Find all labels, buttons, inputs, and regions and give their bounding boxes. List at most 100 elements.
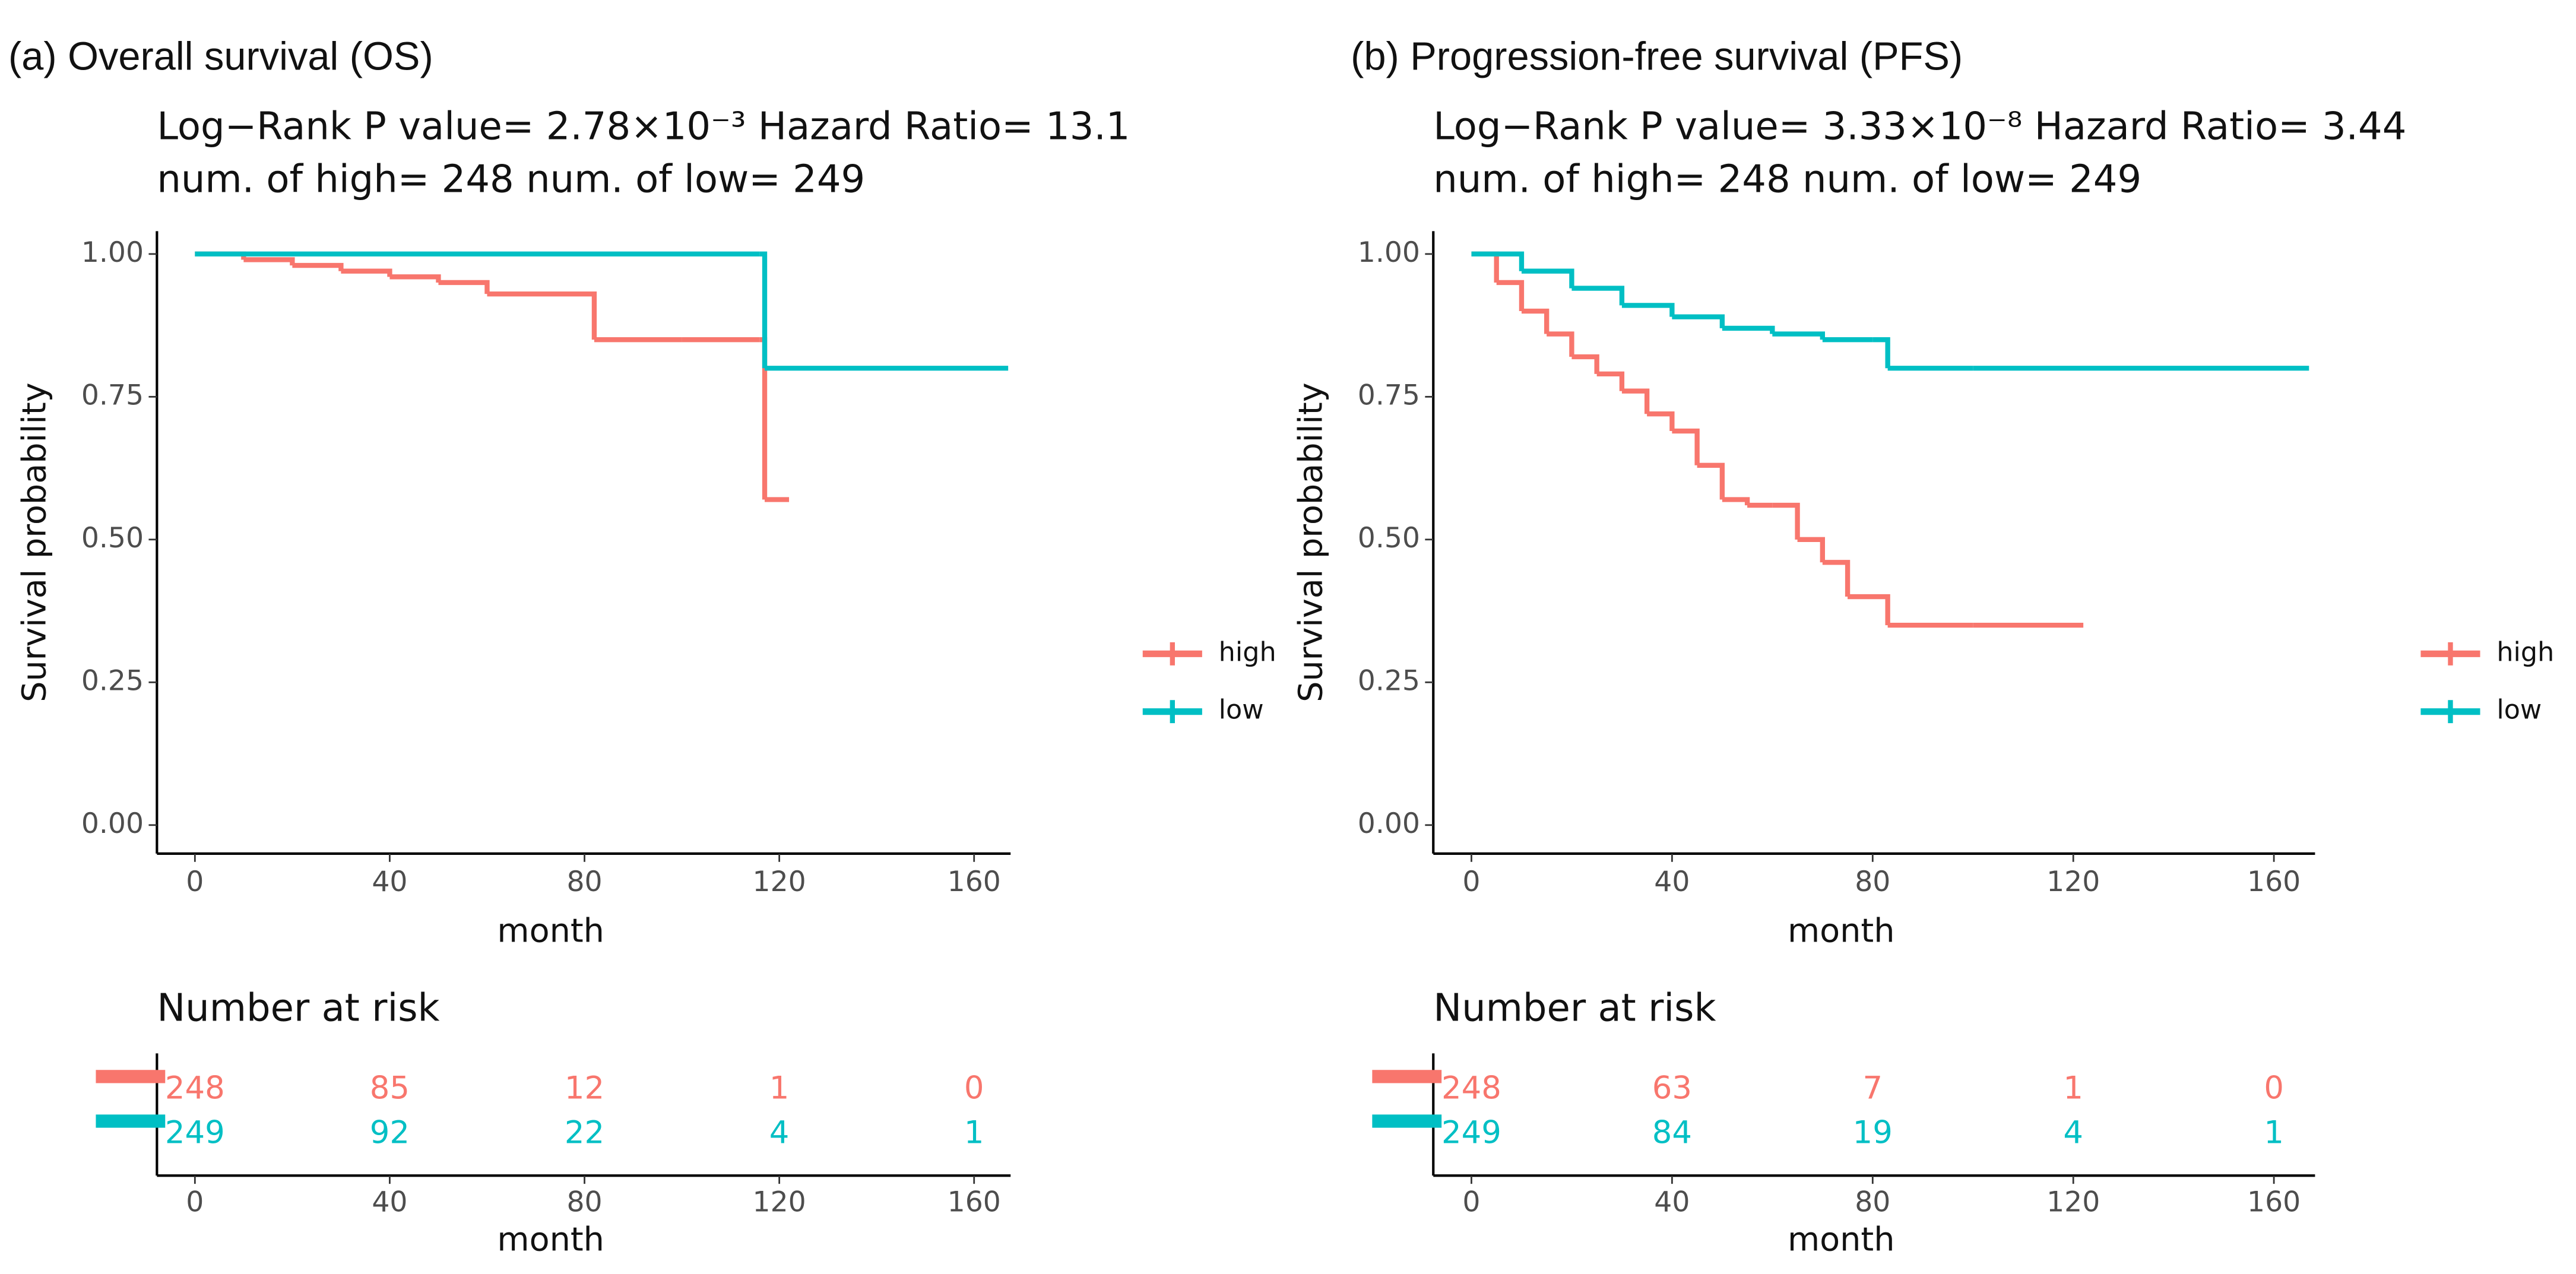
- survival-step: [1647, 411, 1675, 432]
- subtitle: num. of high= 248 num. of low= 249: [157, 158, 865, 202]
- subtitle: Log−Rank P value= 3.33×10⁻⁸ Hazard Ratio…: [1433, 105, 2406, 149]
- risk-count: 85: [370, 1070, 410, 1106]
- survival-step: [1621, 388, 1650, 414]
- x-tick-label: 0: [186, 866, 204, 898]
- survival-step: [1521, 308, 1550, 334]
- risk-count: 92: [370, 1114, 410, 1151]
- x-tick-label: 40: [1654, 866, 1690, 898]
- risk-x-tick-label: 40: [1654, 1186, 1690, 1219]
- y-axis-label: Survival probability: [1291, 382, 1330, 702]
- risk-x-axis-label: month: [497, 1221, 604, 1259]
- panel: (a) Overall survival (OS) Log−Rank P valu…: [8, 35, 1276, 1259]
- risk-count: 1: [2063, 1070, 2083, 1106]
- y-tick-label: 0.25: [81, 664, 144, 697]
- risk-count: 0: [2264, 1070, 2284, 1106]
- survival-step: [1697, 462, 1725, 500]
- risk-count: 1: [964, 1114, 984, 1151]
- risk-x-tick-label: 40: [372, 1186, 407, 1219]
- legend-label: high: [2496, 637, 2554, 667]
- risk-count: 63: [1652, 1070, 1692, 1106]
- survival-step: [341, 268, 392, 277]
- legend-label: low: [1219, 695, 1264, 725]
- y-tick-label: 0.75: [1358, 379, 1420, 411]
- survival-step: [536, 291, 597, 340]
- risk-count: 249: [1441, 1114, 1501, 1151]
- risk-x-tick-label: 80: [566, 1186, 602, 1219]
- y-tick-label: 0.00: [81, 807, 144, 840]
- survival-step: [1547, 331, 1574, 357]
- survival-step: [1848, 594, 1890, 626]
- risk-x-tick-label: 120: [753, 1186, 806, 1219]
- y-tick-label: 0.50: [81, 522, 144, 554]
- survival-step: [1496, 280, 1525, 312]
- x-tick-label: 160: [2247, 866, 2301, 898]
- panel-title: (a) Overall survival (OS): [8, 35, 433, 79]
- panel: (b) Progression-free survival (PFS) Log−R…: [1291, 35, 2554, 1259]
- risk-count: 19: [1853, 1114, 1893, 1151]
- survival-step: [1521, 268, 1574, 289]
- x-tick-label: 80: [1855, 866, 1890, 898]
- risk-count: 7: [1862, 1070, 1883, 1106]
- risk-count: 12: [565, 1070, 604, 1106]
- risk-count: 4: [769, 1114, 790, 1151]
- survival-step: [1672, 314, 1725, 328]
- y-tick-label: 1.00: [1358, 236, 1420, 269]
- y-tick-label: 0.75: [81, 379, 144, 411]
- x-tick-label: 120: [753, 866, 806, 898]
- survival-step: [1672, 428, 1700, 465]
- y-tick-label: 1.00: [81, 236, 144, 269]
- survival-step: [438, 280, 490, 294]
- risk-x-tick-label: 80: [1855, 1186, 1890, 1219]
- risk-count: 22: [565, 1114, 604, 1151]
- risk-count: 249: [165, 1114, 225, 1151]
- risk-title: Number at risk: [1433, 987, 1716, 1031]
- survival-step: [1797, 537, 1825, 563]
- risk-x-tick-label: 0: [1462, 1186, 1480, 1219]
- survival-step: [1471, 251, 1525, 271]
- y-axis-label: Survival probability: [15, 382, 53, 702]
- survival-step: [1722, 497, 1750, 506]
- x-tick-label: 80: [566, 866, 602, 898]
- survival-step: [1571, 354, 1599, 374]
- legend-label: high: [1219, 637, 1276, 667]
- subtitle: Log−Rank P value= 2.78×10⁻³ Hazard Ratio…: [157, 105, 1130, 149]
- survival-step: [243, 257, 295, 266]
- risk-title: Number at risk: [157, 987, 439, 1031]
- survival-step: [1772, 331, 1825, 340]
- x-tick-label: 120: [2046, 866, 2100, 898]
- survival-step: [1822, 560, 1851, 597]
- y-tick-label: 0.25: [1358, 664, 1420, 697]
- x-tick-label: 0: [1462, 866, 1480, 898]
- survival-step: [389, 274, 441, 283]
- risk-x-tick-label: 160: [2247, 1186, 2301, 1219]
- survival-step: [1471, 251, 1499, 283]
- y-tick-label: 0.00: [1358, 807, 1420, 840]
- x-tick-label: 40: [372, 866, 407, 898]
- x-tick-label: 160: [948, 866, 1001, 898]
- survival-step: [1596, 371, 1625, 391]
- subtitle: num. of high= 248 num. of low= 249: [1433, 158, 2141, 202]
- risk-x-tick-label: 0: [186, 1186, 204, 1219]
- survival-step: [292, 262, 344, 271]
- panel-title: (b) Progression-free survival (PFS): [1351, 35, 1963, 79]
- survival-step: [1872, 337, 1890, 369]
- x-axis-label: month: [497, 912, 604, 950]
- risk-x-tick-label: 120: [2046, 1186, 2100, 1219]
- risk-count: 84: [1652, 1114, 1692, 1151]
- risk-count: 248: [1441, 1070, 1501, 1106]
- survival-step: [1621, 303, 1675, 317]
- legend-label: low: [2496, 695, 2542, 725]
- survival-step: [1722, 325, 1775, 334]
- risk-x-axis-label: month: [1788, 1221, 1895, 1259]
- y-tick-label: 0.50: [1358, 522, 1420, 554]
- survival-step: [1772, 502, 1800, 540]
- risk-count: 4: [2063, 1114, 2083, 1151]
- risk-count: 1: [2264, 1114, 2284, 1151]
- survival-step: [1571, 286, 1625, 306]
- risk-count: 248: [165, 1070, 225, 1106]
- risk-count: 0: [964, 1070, 984, 1106]
- risk-x-tick-label: 160: [948, 1186, 1001, 1219]
- x-axis-label: month: [1788, 912, 1895, 950]
- risk-count: 1: [769, 1070, 790, 1106]
